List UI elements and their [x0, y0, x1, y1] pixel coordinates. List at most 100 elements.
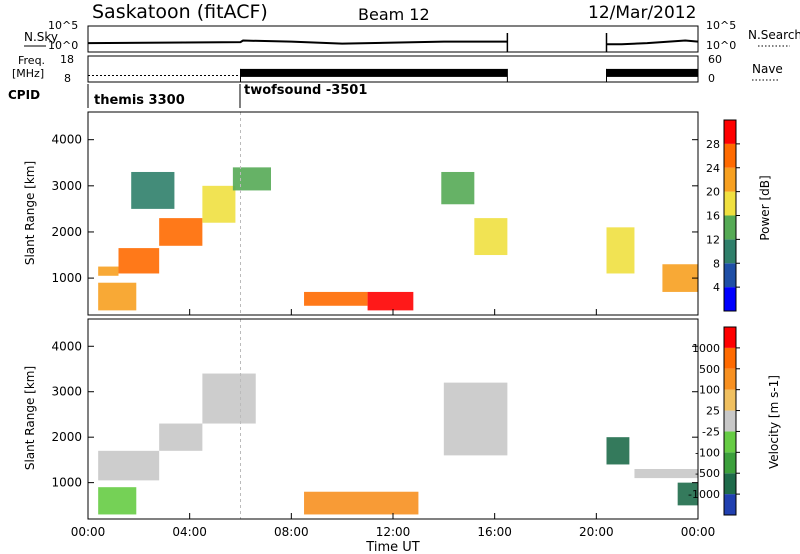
- colorbar-swatch: [724, 473, 736, 495]
- freq-label-bottom: [MHz]: [12, 67, 44, 80]
- y-tick-label: 1000: [51, 271, 82, 285]
- power-frame: [87, 111, 699, 316]
- data-cell: [474, 218, 508, 256]
- x-tick-label: 12:00: [376, 525, 411, 539]
- colorbar-tick-label: -25: [702, 425, 720, 438]
- x-tick-label: 00:00: [71, 525, 106, 539]
- data-cell: [304, 291, 368, 306]
- data-cell: [202, 185, 236, 223]
- data-cell: [98, 487, 137, 515]
- freq-label-top: Freq.: [18, 54, 45, 67]
- colorbar-swatch: [724, 263, 736, 288]
- data-cell: [131, 171, 175, 209]
- cpid-label: CPID: [8, 88, 40, 102]
- colorbar-tick-label: 500: [699, 363, 720, 376]
- data-cell: [118, 248, 160, 274]
- data-cell: [677, 482, 698, 506]
- noise-trace-0: [87, 39, 508, 45]
- data-cell: [159, 423, 203, 451]
- data-cell: [304, 491, 419, 515]
- colorbar-swatch: [724, 452, 736, 474]
- data-cell: [443, 382, 508, 456]
- colorbar-tick-label: 8: [713, 257, 720, 270]
- x-axis-label: Time UT: [365, 540, 419, 554]
- colorbar-swatch: [724, 494, 736, 515]
- noise-right-tick-top: 10^5: [706, 19, 736, 32]
- colorbar-tick-label: 4: [713, 281, 720, 294]
- freq-segment: [606, 68, 698, 77]
- velocity-panel: 1000 2000 3000 4000 Slant Range [km] 1000 50…: [23, 318, 781, 520]
- velocity-yticks: 1000 2000 3000 4000: [51, 339, 698, 490]
- colorbar-swatch: [724, 389, 736, 411]
- colorbar-tick-label: 28: [706, 138, 720, 151]
- cpid-entry-1: themis 3300: [94, 93, 185, 108]
- colorbar-swatch: [724, 120, 736, 144]
- colorbar-swatch: [724, 215, 736, 240]
- y-tick-label: 3000: [51, 179, 82, 193]
- colorbar-swatch: [724, 143, 736, 168]
- colorbar-tick-label: 25: [706, 405, 720, 418]
- x-tick-label: 20:00: [579, 525, 614, 539]
- colorbar-swatch: [724, 410, 736, 432]
- power-ylabel: Slant Range [km]: [23, 161, 37, 265]
- velocity-ylabel: Slant Range [km]: [23, 366, 37, 470]
- y-tick-label: 4000: [51, 339, 82, 353]
- colorbar-frame: [723, 326, 737, 516]
- freq-segment: [240, 68, 508, 77]
- beam-label: Beam 12: [358, 5, 430, 24]
- velocity-colorbar-label: Velocity [m s-1]: [767, 375, 781, 469]
- data-cell: [98, 282, 137, 311]
- power-colorbar: 28 24 20 16 12 8 4: [706, 119, 740, 312]
- site-title: Saskatoon (fitACF): [92, 1, 268, 23]
- data-cell: [98, 450, 160, 481]
- colorbar-swatch: [724, 239, 736, 264]
- colorbar-swatch: [724, 167, 736, 192]
- y-tick-label: 3000: [51, 385, 82, 399]
- power-colorbar-label: Power [dB]: [758, 175, 772, 240]
- colorbar-swatch: [724, 191, 736, 216]
- power-panel: 1000 2000 3000 4000 Slant Range [km] 28 24 20…: [23, 111, 772, 316]
- colorbar-tick-label: -1000: [688, 488, 720, 501]
- colorbar-tick-label: 20: [706, 186, 720, 199]
- colorbar-tick-label: 16: [706, 210, 720, 223]
- data-cell: [441, 171, 475, 205]
- nave-label: Nave: [752, 62, 783, 76]
- noise-left-tick-top: 10^5: [48, 19, 78, 32]
- noise-right-label: N.Search: [748, 28, 800, 42]
- power-yticks: 1000 2000 3000 4000: [51, 133, 698, 285]
- data-cell: [367, 291, 414, 311]
- freq-tick-bottom: 8: [64, 72, 71, 85]
- freq-tick-top: 18: [60, 53, 74, 66]
- colorbar-tick-label: -100: [695, 446, 720, 459]
- colorbar-tick-label: 1000: [692, 342, 720, 355]
- colorbar-swatch: [724, 347, 736, 369]
- nave-tick-top: 60: [708, 53, 722, 66]
- freq-panel: Freq. [MHz] 18 8 60 0 Nave: [12, 53, 783, 85]
- colorbar-tick-label: 100: [699, 384, 720, 397]
- nave-tick-bottom: 0: [708, 72, 715, 85]
- x-tick-label: 04:00: [172, 525, 207, 539]
- y-tick-label: 1000: [51, 476, 82, 490]
- cpid-entry-2: twofsound -3501: [244, 83, 367, 98]
- y-tick-label: 2000: [51, 430, 82, 444]
- velocity-cells: [98, 373, 698, 515]
- colorbar-swatch: [724, 368, 736, 390]
- y-tick-label: 4000: [51, 133, 82, 147]
- colorbar-swatch: [724, 431, 736, 453]
- data-cell: [634, 469, 698, 479]
- colorbar-tick-label: 12: [706, 233, 720, 246]
- data-cell: [202, 373, 256, 424]
- colorbar-tick-label: 24: [706, 162, 720, 175]
- colorbar-swatch: [724, 287, 736, 311]
- colorbar-tick-label: -500: [695, 467, 720, 480]
- data-cell: [232, 167, 271, 191]
- cpid-panel: CPID themis 3300 twofsound -3501: [8, 83, 367, 108]
- data-cell: [606, 227, 635, 274]
- noise-frame: [87, 25, 699, 53]
- y-tick-label: 2000: [51, 225, 82, 239]
- noise-trace-1: [606, 39, 699, 46]
- x-tick-label: 16:00: [477, 525, 512, 539]
- x-tick-label: 08:00: [274, 525, 309, 539]
- date-label: 12/Mar/2012: [588, 3, 696, 23]
